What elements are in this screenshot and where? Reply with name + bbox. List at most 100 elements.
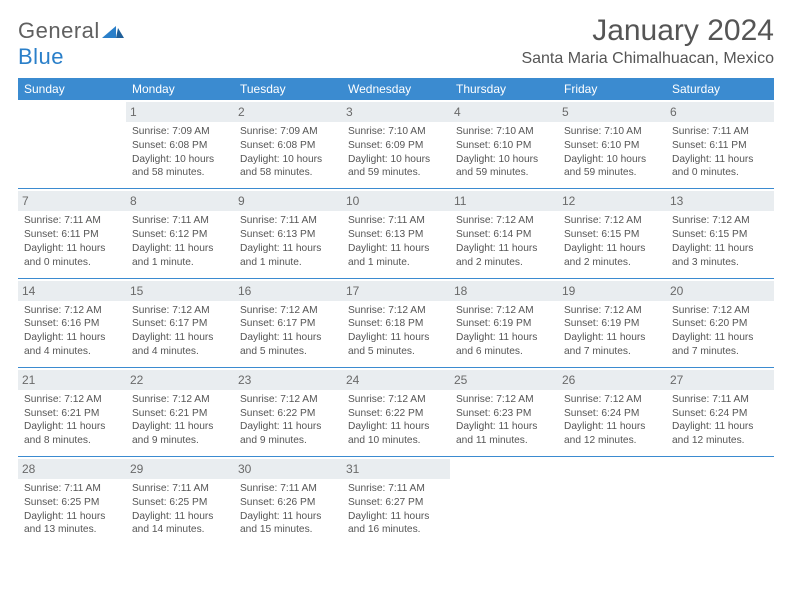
calendar-day-cell: 31Sunrise: 7:11 AMSunset: 6:27 PMDayligh… [342, 457, 450, 546]
daylight-text: and 13 minutes. [24, 523, 120, 537]
sunrise-text: Sunrise: 7:12 AM [456, 393, 552, 407]
daylight-text: Daylight: 11 hours [132, 331, 228, 345]
daylight-text: and 1 minute. [132, 256, 228, 270]
calendar-day-cell: 20Sunrise: 7:12 AMSunset: 6:20 PMDayligh… [666, 278, 774, 367]
daylight-text: and 59 minutes. [456, 166, 552, 180]
calendar-day-cell: . [450, 457, 558, 546]
daylight-text: Daylight: 11 hours [672, 242, 768, 256]
sunset-text: Sunset: 6:09 PM [348, 139, 444, 153]
sunrise-text: Sunrise: 7:11 AM [132, 482, 228, 496]
daylight-text: Daylight: 10 hours [240, 153, 336, 167]
daylight-text: and 8 minutes. [24, 434, 120, 448]
daylight-text: Daylight: 11 hours [456, 420, 552, 434]
sunset-text: Sunset: 6:20 PM [672, 317, 768, 331]
daylight-text: and 2 minutes. [564, 256, 660, 270]
sunrise-text: Sunrise: 7:11 AM [348, 482, 444, 496]
page-title: January 2024 [521, 14, 774, 48]
day-number: 5 [558, 102, 666, 122]
sunset-text: Sunset: 6:23 PM [456, 407, 552, 421]
sunrise-text: Sunrise: 7:12 AM [564, 304, 660, 318]
daylight-text: and 5 minutes. [240, 345, 336, 359]
sunrise-text: Sunrise: 7:11 AM [24, 482, 120, 496]
daylight-text: and 16 minutes. [348, 523, 444, 537]
daylight-text: Daylight: 11 hours [564, 420, 660, 434]
daylight-text: Daylight: 11 hours [240, 420, 336, 434]
sunrise-text: Sunrise: 7:12 AM [672, 304, 768, 318]
calendar-day-cell: 24Sunrise: 7:12 AMSunset: 6:22 PMDayligh… [342, 367, 450, 456]
calendar-day-cell: 7Sunrise: 7:11 AMSunset: 6:11 PMDaylight… [18, 189, 126, 278]
weekday-header: Sunday [18, 78, 126, 100]
weekday-header: Friday [558, 78, 666, 100]
sunset-text: Sunset: 6:08 PM [240, 139, 336, 153]
sunset-text: Sunset: 6:24 PM [564, 407, 660, 421]
sunset-text: Sunset: 6:22 PM [240, 407, 336, 421]
sunset-text: Sunset: 6:25 PM [24, 496, 120, 510]
sunrise-text: Sunrise: 7:12 AM [348, 304, 444, 318]
day-number: 14 [18, 281, 126, 301]
sunset-text: Sunset: 6:15 PM [564, 228, 660, 242]
day-number: 7 [18, 191, 126, 211]
weekday-header: Tuesday [234, 78, 342, 100]
sunrise-text: Sunrise: 7:12 AM [456, 304, 552, 318]
day-number: 13 [666, 191, 774, 211]
sunset-text: Sunset: 6:21 PM [24, 407, 120, 421]
calendar-day-cell: 14Sunrise: 7:12 AMSunset: 6:16 PMDayligh… [18, 278, 126, 367]
day-number: 29 [126, 459, 234, 479]
calendar-day-cell: . [18, 100, 126, 189]
day-number: 15 [126, 281, 234, 301]
daylight-text: and 1 minute. [348, 256, 444, 270]
calendar-table: Sunday Monday Tuesday Wednesday Thursday… [18, 78, 774, 545]
daylight-text: Daylight: 11 hours [672, 153, 768, 167]
calendar-day-cell: 19Sunrise: 7:12 AMSunset: 6:19 PMDayligh… [558, 278, 666, 367]
calendar-week-row: 14Sunrise: 7:12 AMSunset: 6:16 PMDayligh… [18, 278, 774, 367]
sunrise-text: Sunrise: 7:11 AM [240, 214, 336, 228]
daylight-text: and 14 minutes. [132, 523, 228, 537]
daylight-text: Daylight: 11 hours [348, 420, 444, 434]
day-number: 27 [666, 370, 774, 390]
day-number: 6 [666, 102, 774, 122]
daylight-text: and 4 minutes. [132, 345, 228, 359]
daylight-text: and 7 minutes. [564, 345, 660, 359]
day-number: 26 [558, 370, 666, 390]
daylight-text: and 3 minutes. [672, 256, 768, 270]
day-number: 21 [18, 370, 126, 390]
day-number: 31 [342, 459, 450, 479]
calendar-body: .1Sunrise: 7:09 AMSunset: 6:08 PMDayligh… [18, 100, 774, 545]
daylight-text: Daylight: 11 hours [564, 242, 660, 256]
day-number: 3 [342, 102, 450, 122]
daylight-text: Daylight: 11 hours [24, 242, 120, 256]
daylight-text: and 11 minutes. [456, 434, 552, 448]
daylight-text: and 58 minutes. [240, 166, 336, 180]
daylight-text: and 15 minutes. [240, 523, 336, 537]
calendar-week-row: .1Sunrise: 7:09 AMSunset: 6:08 PMDayligh… [18, 100, 774, 189]
daylight-text: and 59 minutes. [348, 166, 444, 180]
sunrise-text: Sunrise: 7:12 AM [132, 393, 228, 407]
daylight-text: and 10 minutes. [348, 434, 444, 448]
daylight-text: and 1 minute. [240, 256, 336, 270]
logo-word1: General [18, 18, 100, 43]
header: GeneralBlue January 2024 Santa Maria Chi… [18, 14, 774, 70]
daylight-text: Daylight: 11 hours [24, 331, 120, 345]
sunset-text: Sunset: 6:11 PM [24, 228, 120, 242]
daylight-text: and 12 minutes. [564, 434, 660, 448]
sunrise-text: Sunrise: 7:11 AM [672, 393, 768, 407]
day-number: 19 [558, 281, 666, 301]
calendar-day-cell: . [558, 457, 666, 546]
day-number: 12 [558, 191, 666, 211]
daylight-text: and 0 minutes. [672, 166, 768, 180]
sunset-text: Sunset: 6:13 PM [240, 228, 336, 242]
day-number: 9 [234, 191, 342, 211]
daylight-text: Daylight: 11 hours [348, 510, 444, 524]
calendar-day-cell: 26Sunrise: 7:12 AMSunset: 6:24 PMDayligh… [558, 367, 666, 456]
daylight-text: Daylight: 11 hours [240, 510, 336, 524]
calendar-day-cell: 10Sunrise: 7:11 AMSunset: 6:13 PMDayligh… [342, 189, 450, 278]
sunset-text: Sunset: 6:21 PM [132, 407, 228, 421]
logo-word2: Blue [18, 44, 64, 69]
daylight-text: and 6 minutes. [456, 345, 552, 359]
weekday-header: Thursday [450, 78, 558, 100]
calendar-day-cell: 4Sunrise: 7:10 AMSunset: 6:10 PMDaylight… [450, 100, 558, 189]
daylight-text: Daylight: 11 hours [240, 331, 336, 345]
sunset-text: Sunset: 6:19 PM [456, 317, 552, 331]
sunset-text: Sunset: 6:10 PM [456, 139, 552, 153]
daylight-text: Daylight: 11 hours [672, 331, 768, 345]
